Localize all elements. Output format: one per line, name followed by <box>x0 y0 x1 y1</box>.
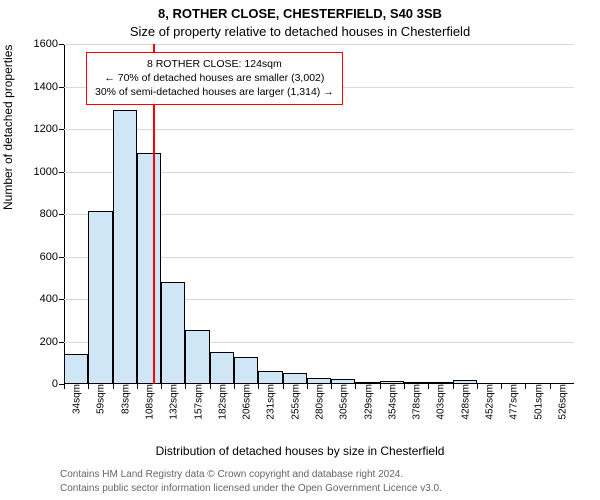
x-axis-label: Distribution of detached houses by size … <box>0 444 600 458</box>
annotation-line: 30% of semi-detached houses are larger (… <box>95 85 334 99</box>
x-tick-label: 329sqm <box>361 384 374 420</box>
x-tick <box>525 384 526 389</box>
x-tick-label: 108sqm <box>143 384 156 420</box>
y-tick-label: 1200 <box>34 123 64 135</box>
histogram-bar <box>137 153 161 384</box>
x-tick-label: 280sqm <box>313 384 326 420</box>
y-tick-label: 0 <box>52 378 64 390</box>
x-tick <box>64 384 65 389</box>
x-tick <box>453 384 454 389</box>
x-tick <box>428 384 429 389</box>
x-tick <box>88 384 89 389</box>
y-tick-label: 400 <box>40 293 64 305</box>
chart-plot-area: 0200400600800100012001400160034sqm59sqm8… <box>64 44 574 384</box>
y-axis-label: Number of detached properties <box>1 45 15 210</box>
x-tick-label: 526sqm <box>555 384 568 420</box>
y-tick-label: 200 <box>40 336 64 348</box>
histogram-bar <box>88 211 112 384</box>
histogram-bar <box>283 373 307 384</box>
x-tick-label: 83sqm <box>118 384 131 414</box>
x-tick <box>355 384 356 389</box>
x-tick-label: 428sqm <box>458 384 471 420</box>
histogram-bar <box>113 110 137 384</box>
x-tick <box>210 384 211 389</box>
y-tick-label: 1000 <box>34 166 64 178</box>
x-tick <box>113 384 114 389</box>
x-tick-label: 182sqm <box>215 384 228 420</box>
x-tick <box>501 384 502 389</box>
x-tick <box>161 384 162 389</box>
x-tick-label: 59sqm <box>94 384 107 414</box>
annotation-line: 8 ROTHER CLOSE: 124sqm <box>95 57 334 71</box>
x-tick-label: 501sqm <box>531 384 544 420</box>
chart-title-sub: Size of property relative to detached ho… <box>0 24 600 39</box>
footer-line-2: Contains public sector information licen… <box>60 483 442 494</box>
x-tick <box>477 384 478 389</box>
annotation-box: 8 ROTHER CLOSE: 124sqm← 70% of detached … <box>86 52 343 105</box>
x-tick-label: 157sqm <box>191 384 204 420</box>
x-tick <box>258 384 259 389</box>
x-tick-label: 403sqm <box>434 384 447 420</box>
x-tick <box>404 384 405 389</box>
x-tick-label: 354sqm <box>385 384 398 420</box>
histogram-bar <box>210 352 234 384</box>
x-tick <box>234 384 235 389</box>
x-tick-label: 452sqm <box>483 384 496 420</box>
x-tick-label: 231sqm <box>264 384 277 420</box>
y-tick-label: 1400 <box>34 81 64 93</box>
histogram-bar <box>161 282 185 384</box>
x-tick-label: 255sqm <box>288 384 301 420</box>
y-tick-label: 800 <box>40 208 64 220</box>
x-tick <box>185 384 186 389</box>
x-tick <box>380 384 381 389</box>
x-tick-label: 477sqm <box>507 384 520 420</box>
histogram-bar <box>234 357 258 384</box>
x-tick-label: 132sqm <box>167 384 180 420</box>
histogram-bar <box>185 330 209 384</box>
x-tick-label: 34sqm <box>70 384 83 414</box>
x-tick <box>283 384 284 389</box>
y-tick-label: 1600 <box>34 38 64 50</box>
y-tick-label: 600 <box>40 251 64 263</box>
histogram-bar <box>64 354 88 384</box>
x-tick-label: 305sqm <box>337 384 350 420</box>
histogram-bar <box>258 371 282 384</box>
x-tick-label: 378sqm <box>410 384 423 420</box>
chart-title-main: 8, ROTHER CLOSE, CHESTERFIELD, S40 3SB <box>0 6 600 21</box>
x-tick <box>137 384 138 389</box>
x-tick <box>307 384 308 389</box>
footer-line-1: Contains HM Land Registry data © Crown c… <box>60 469 403 480</box>
annotation-line: ← 70% of detached houses are smaller (3,… <box>95 71 334 85</box>
x-tick <box>331 384 332 389</box>
x-tick <box>550 384 551 389</box>
x-tick-label: 206sqm <box>240 384 253 420</box>
